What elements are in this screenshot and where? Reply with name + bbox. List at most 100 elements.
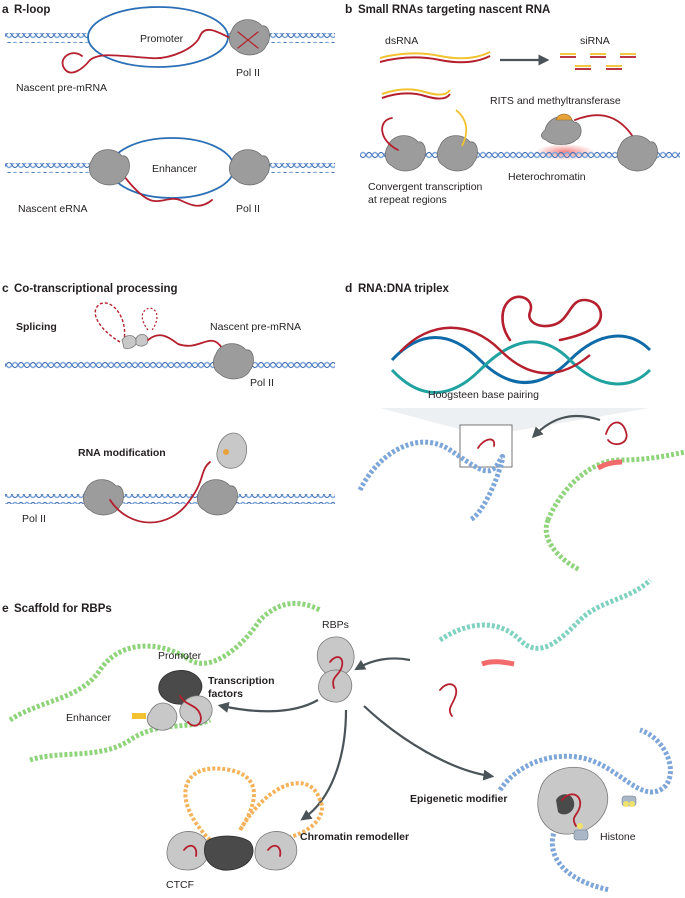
dsrna-strand-yellow bbox=[379, 51, 491, 60]
hoogsteen-label: Hoogsteen base pairing bbox=[428, 389, 539, 401]
convergent-rna-yellow bbox=[455, 109, 468, 147]
convergent-label-line1: Convergent transcription bbox=[368, 181, 483, 193]
enhancer-complex bbox=[132, 702, 178, 731]
rits-label: RITS and methyltransferase bbox=[490, 95, 621, 107]
panel-c: c Co-transcriptional processing Splicing… bbox=[2, 281, 335, 525]
transcription-factors-label-1: Transcription bbox=[208, 675, 275, 687]
promoter-label-a: Promoter bbox=[140, 33, 184, 45]
zoom-cone bbox=[380, 408, 650, 432]
enhancer-label-e: Enhancer bbox=[66, 712, 111, 724]
panel-d-letter: d bbox=[345, 281, 352, 295]
sirna-label: siRNA bbox=[580, 35, 610, 47]
dsrna-strand-red bbox=[379, 55, 491, 64]
modifier-enzyme bbox=[216, 432, 248, 469]
promoter-label-e: Promoter bbox=[158, 650, 202, 662]
nascent-pre-mrna-c bbox=[147, 334, 223, 349]
pol-ii-b-2 bbox=[436, 135, 478, 172]
arrow-to-chromatin-remodeller bbox=[300, 709, 348, 821]
free-lncrna-e bbox=[439, 683, 458, 717]
panel-a: a R-loop Promoter Pol II Nascent pre-mRN… bbox=[2, 2, 335, 215]
transcription-factors-label-2: factors bbox=[208, 688, 243, 700]
panel-d-title: RNA:DNA triplex bbox=[358, 283, 450, 295]
green-chromatin-top bbox=[8, 600, 322, 723]
panel-b: b Small RNAs targeting nascent RNA dsRNA… bbox=[345, 2, 680, 206]
lncrna-source-dna bbox=[438, 578, 652, 651]
nascent-erna-strand bbox=[117, 167, 213, 207]
ctcf-remodeller-complex bbox=[166, 831, 298, 871]
excised-lariat bbox=[141, 307, 158, 331]
rna-modification-label: RNA modification bbox=[78, 447, 166, 459]
green-chromatin-bottom bbox=[29, 717, 212, 763]
rbp-cluster bbox=[316, 636, 355, 703]
histone-nucleosomes bbox=[573, 795, 637, 841]
panel-e-title: Scaffold for RBPs bbox=[14, 603, 112, 615]
panel-c-title: Co-transcriptional processing bbox=[14, 283, 178, 295]
triplex-helix bbox=[390, 326, 652, 394]
chromatin-remodeller-label: Chromatin remodeller bbox=[300, 831, 409, 843]
rbp-bound-rna bbox=[329, 656, 344, 689]
pol-ii-label-a-top: Pol II bbox=[236, 67, 260, 79]
pol-ii-b-1 bbox=[384, 135, 426, 172]
sirna-fragments bbox=[560, 53, 636, 70]
dsrna-label: dsRNA bbox=[385, 35, 418, 47]
panel-c-letter: c bbox=[2, 281, 9, 295]
lncrna-locus bbox=[481, 659, 515, 667]
convergent-label-line2: at repeat regions bbox=[368, 194, 447, 206]
arrow-to-transcription-factors bbox=[217, 699, 319, 713]
ctcf-label: CTCF bbox=[166, 879, 194, 891]
pol-ii-c-bottom bbox=[82, 479, 124, 516]
enhancer-label: Enhancer bbox=[152, 163, 197, 175]
pol-ii-bottom-right bbox=[228, 149, 270, 186]
pol-ii-label-a-bottom: Pol II bbox=[236, 203, 260, 215]
rbps-label: RBPs bbox=[322, 619, 349, 631]
triplex-target-site bbox=[596, 459, 623, 471]
rits-complex bbox=[540, 113, 582, 145]
dna-strand-b bbox=[360, 150, 680, 160]
triplex-formation-arrow bbox=[531, 415, 601, 439]
pol-ii-c-bottom-2 bbox=[196, 479, 238, 516]
free-rna-d bbox=[605, 421, 628, 446]
guide-rna-red bbox=[381, 92, 451, 100]
panel-a-title: R-loop bbox=[14, 4, 50, 16]
heterochromatin-label: Heterochromatin bbox=[508, 171, 586, 183]
pol-ii-label-c-bottom: Pol II bbox=[22, 513, 46, 525]
tf-bound-rna bbox=[179, 695, 202, 727]
splicing-label: Splicing bbox=[16, 321, 57, 333]
pol-ii-bottom-left bbox=[88, 149, 130, 186]
nascent-erna-label: Nascent eRNA bbox=[18, 203, 87, 215]
spliceosome bbox=[121, 334, 149, 349]
spliced-intron-loop bbox=[94, 302, 126, 343]
panel-e-letter: e bbox=[2, 601, 9, 615]
guide-rna-yellow bbox=[381, 88, 451, 96]
histone-label: Histone bbox=[600, 831, 636, 843]
dna-strand-c-bottom bbox=[5, 494, 335, 504]
modifier-bound-rna bbox=[561, 793, 582, 827]
panel-a-letter: a bbox=[2, 2, 9, 16]
blue-chromatin-e bbox=[497, 727, 673, 795]
dna-strand-d-green bbox=[545, 449, 685, 521]
nascent-pre-mrna-label-c: Nascent pre-mRNA bbox=[210, 321, 301, 333]
nascent-pre-mrna-label: Nascent pre-mRNA bbox=[16, 82, 107, 94]
pol-ii-label-c-top: Pol II bbox=[250, 377, 274, 389]
panel-b-letter: b bbox=[345, 2, 352, 16]
orange-chromatin-left bbox=[183, 766, 256, 842]
pol-ii-b-3 bbox=[616, 135, 658, 172]
arrow-to-epigenetic-modifier bbox=[363, 705, 495, 781]
remodeller-bound-rna bbox=[183, 844, 282, 857]
nascent-pre-mrna-strand bbox=[61, 28, 231, 74]
orange-chromatin-right bbox=[238, 781, 324, 842]
convergent-rna-1 bbox=[381, 117, 399, 151]
epigenetic-modifier-complex bbox=[537, 766, 609, 835]
triplex-rna-zoom bbox=[477, 438, 496, 449]
pol-ii-c-top bbox=[212, 343, 254, 380]
panel-e: e Scaffold for RBPs Promoter Transcripti… bbox=[2, 578, 673, 893]
epigenetic-modifier-label: Epigenetic modifier bbox=[410, 793, 507, 805]
dna-strand-c-top bbox=[5, 360, 335, 370]
rits-nascent-rna bbox=[574, 114, 636, 141]
pol-ii-top bbox=[228, 19, 270, 56]
panel-b-title: Small RNAs targeting nascent RNA bbox=[358, 4, 550, 16]
dna-strand-d-green-tail bbox=[543, 519, 582, 573]
lncrna-to-rbp-arrow bbox=[354, 657, 411, 671]
modified-rna bbox=[109, 461, 211, 524]
